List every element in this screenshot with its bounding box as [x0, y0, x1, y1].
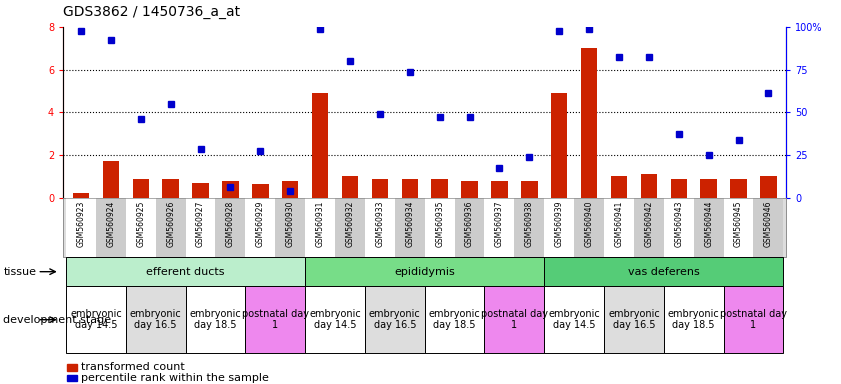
Bar — [73, 194, 89, 198]
Bar — [521, 181, 537, 198]
Text: embryonic
day 14.5: embryonic day 14.5 — [309, 309, 361, 331]
Bar — [670, 179, 687, 198]
Text: development stage: development stage — [3, 314, 111, 325]
Bar — [581, 48, 597, 198]
Text: postnatal day
1: postnatal day 1 — [241, 309, 309, 331]
Text: GSM560927: GSM560927 — [196, 201, 205, 247]
Text: GSM560931: GSM560931 — [315, 201, 325, 247]
Text: GSM560940: GSM560940 — [584, 201, 594, 247]
Bar — [312, 93, 328, 198]
Text: embryonic
day 16.5: embryonic day 16.5 — [608, 309, 660, 331]
Text: GSM560937: GSM560937 — [495, 201, 504, 247]
Text: transformed count: transformed count — [81, 362, 184, 372]
Bar — [341, 176, 358, 198]
Text: GDS3862 / 1450736_a_at: GDS3862 / 1450736_a_at — [63, 5, 241, 19]
Text: postnatal day
1: postnatal day 1 — [481, 309, 547, 331]
Text: embryonic
day 14.5: embryonic day 14.5 — [548, 309, 600, 331]
Bar — [103, 161, 119, 198]
Text: GSM560939: GSM560939 — [555, 201, 563, 247]
Text: embryonic
day 16.5: embryonic day 16.5 — [369, 309, 420, 331]
Text: GSM560926: GSM560926 — [167, 201, 175, 247]
Text: GSM560936: GSM560936 — [465, 201, 474, 247]
Bar — [730, 179, 747, 198]
Bar — [133, 179, 149, 198]
Text: GSM560935: GSM560935 — [435, 201, 444, 247]
Text: GSM560928: GSM560928 — [226, 201, 235, 247]
Bar — [401, 179, 418, 198]
Text: efferent ducts: efferent ducts — [146, 266, 225, 277]
Text: GSM560933: GSM560933 — [375, 201, 384, 247]
Text: vas deferens: vas deferens — [628, 266, 700, 277]
Text: GSM560941: GSM560941 — [615, 201, 623, 247]
Bar — [431, 179, 448, 198]
Text: GSM560930: GSM560930 — [286, 201, 294, 247]
Bar — [372, 179, 388, 198]
Text: GSM560925: GSM560925 — [136, 201, 145, 247]
Text: GSM560943: GSM560943 — [674, 201, 683, 247]
Bar — [462, 181, 478, 198]
Text: GSM560944: GSM560944 — [704, 201, 713, 247]
Text: GSM560945: GSM560945 — [734, 201, 743, 247]
Text: GSM560938: GSM560938 — [525, 201, 534, 247]
Text: GSM560932: GSM560932 — [346, 201, 355, 247]
Bar — [252, 184, 268, 198]
Bar — [491, 181, 508, 198]
Bar — [641, 174, 657, 198]
Text: embryonic
day 18.5: embryonic day 18.5 — [429, 309, 480, 331]
Text: GSM560942: GSM560942 — [644, 201, 653, 247]
Text: embryonic
day 16.5: embryonic day 16.5 — [130, 309, 182, 331]
Text: embryonic
day 14.5: embryonic day 14.5 — [70, 309, 122, 331]
Text: GSM560923: GSM560923 — [77, 201, 86, 247]
Bar — [162, 179, 179, 198]
Text: GSM560924: GSM560924 — [107, 201, 115, 247]
Text: postnatal day
1: postnatal day 1 — [720, 309, 787, 331]
Bar — [282, 181, 299, 198]
Bar — [701, 179, 717, 198]
Text: GSM560929: GSM560929 — [256, 201, 265, 247]
Bar — [551, 93, 568, 198]
Bar — [760, 176, 776, 198]
Text: epididymis: epididymis — [394, 266, 455, 277]
Text: GSM560946: GSM560946 — [764, 201, 773, 247]
Bar — [611, 176, 627, 198]
Text: GSM560934: GSM560934 — [405, 201, 415, 247]
Bar — [193, 183, 209, 198]
Bar — [222, 181, 239, 198]
Text: tissue: tissue — [4, 266, 37, 277]
Text: embryonic
day 18.5: embryonic day 18.5 — [668, 309, 720, 331]
Text: embryonic
day 18.5: embryonic day 18.5 — [189, 309, 241, 331]
Text: percentile rank within the sample: percentile rank within the sample — [81, 373, 268, 383]
